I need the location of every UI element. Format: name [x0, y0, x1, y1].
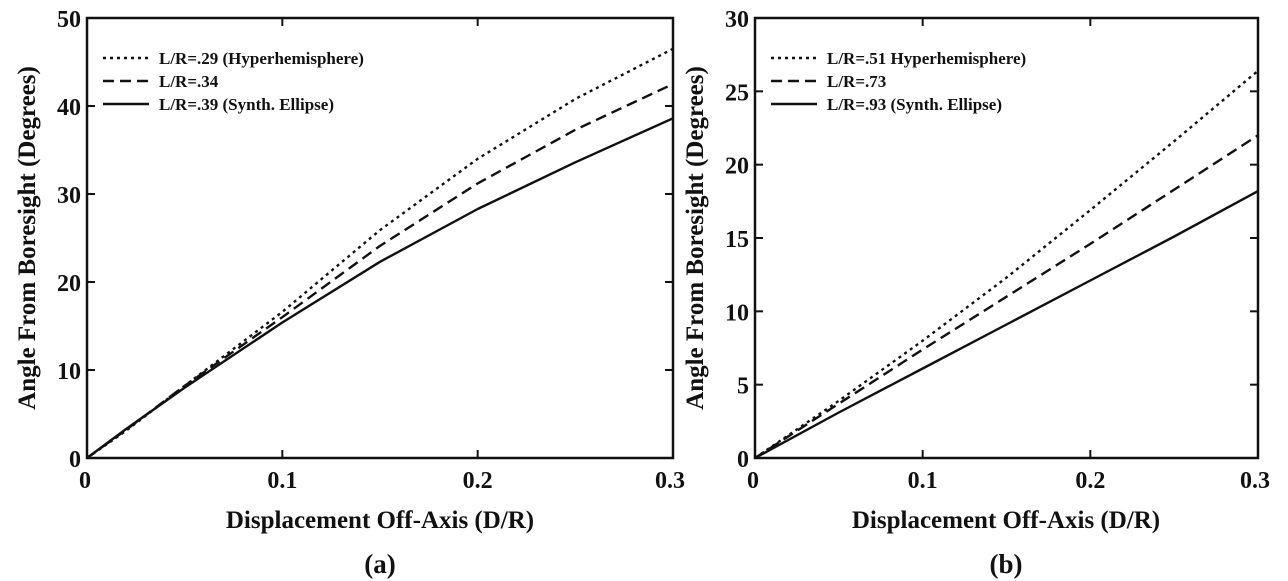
y-tick-label: 0 [737, 447, 749, 473]
x-axis-label: Displacement Off-Axis (D/R) [226, 507, 534, 534]
y-tick-label: 10 [57, 359, 81, 385]
x-tick-label: 0 [747, 468, 759, 494]
legend: L/R=.51 Hyperhemisphere) L/R=.73 L/R=.93 (… [771, 49, 1026, 114]
y-tick-label: 30 [725, 7, 749, 33]
series-line [754, 190, 1259, 460]
y-tick-label: 40 [57, 95, 81, 121]
y-tick-label: 50 [57, 7, 81, 33]
y-tick-label: 25 [725, 80, 749, 106]
y-tick-label: 20 [57, 271, 81, 297]
legend-label: L/R=.29 (Hyperhemisphere) [159, 49, 364, 68]
series-layer [754, 69, 1259, 460]
legend-label: L/R=.73 [827, 72, 886, 91]
legend-label: L/R=.34 [159, 72, 219, 91]
y-tick-label: 20 [725, 154, 749, 180]
series-line [86, 117, 674, 459]
series-layer [86, 47, 674, 459]
panel-label: (a) [364, 549, 395, 579]
axis-ticks: 0 0.1 0.2 0.3 0 10 20 30 40 50 [57, 7, 685, 494]
chart-panel-a: 0 0.1 0.2 0.3 0 10 20 30 40 50 L/R=.29 (Hyperhemi… [14, 7, 685, 579]
x-axis-label: Displacement Off-Axis (D/R) [852, 507, 1160, 534]
legend-label: L/R=.93 (Synth. Ellipse) [827, 95, 1002, 114]
chart-panel-b: 0 0.1 0.2 0.3 0 5 10 15 20 25 30 L/R=.51 Hyperhemi… [682, 7, 1270, 579]
x-tick-label: 0.1 [267, 468, 297, 494]
y-tick-label: 15 [725, 227, 749, 253]
legend: L/R=.29 (Hyperhemisphere) L/R=.34 L/R=.39 … [103, 49, 364, 114]
series-line [754, 134, 1259, 460]
x-tick-label: 0.1 [908, 468, 938, 494]
series-line [86, 82, 674, 459]
y-axis-label: Angle From Boresight (Degrees) [682, 66, 709, 410]
legend-label: L/R=.39 (Synth. Ellipse) [159, 95, 334, 114]
legend-label: L/R=.51 Hyperhemisphere) [827, 49, 1026, 68]
x-tick-label: 0.3 [655, 468, 685, 494]
y-axis-label: Angle From Boresight (Degrees) [14, 66, 41, 410]
x-tick-label: 0.2 [463, 468, 493, 494]
y-tick-label: 5 [737, 374, 749, 400]
axis-ticks: 0 0.1 0.2 0.3 0 5 10 15 20 25 30 [725, 7, 1270, 494]
x-tick-label: 0 [79, 468, 91, 494]
y-tick-label: 0 [69, 447, 81, 473]
plot-area-frame [85, 16, 675, 460]
y-tick-label: 30 [57, 183, 81, 209]
panel-label: (b) [990, 549, 1023, 579]
series-line [754, 69, 1259, 459]
x-tick-label: 0.2 [1075, 468, 1105, 494]
x-tick-label: 0.3 [1240, 468, 1270, 494]
y-tick-label: 10 [725, 300, 749, 326]
